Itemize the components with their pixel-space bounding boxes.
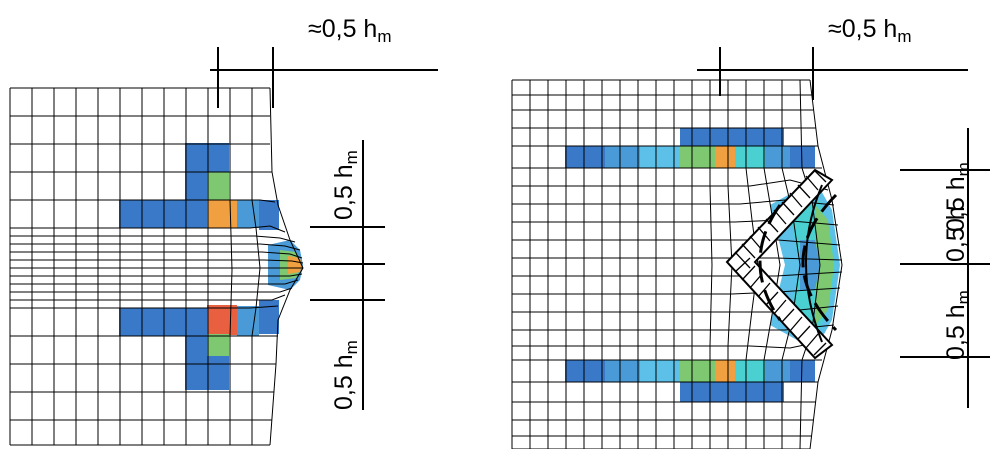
right-middle-label: 0,5 h	[942, 206, 970, 262]
left-grid-vertical	[9, 87, 304, 446]
right-side-dimension	[900, 128, 990, 408]
right-chevron-band	[725, 168, 838, 360]
right-lower-label: 0,5 hm	[942, 290, 973, 360]
left-bulge-stress-zone	[268, 240, 303, 290]
left-lower-label: 0,5 hm	[330, 340, 361, 410]
right-top-dimension	[697, 47, 968, 100]
left-mesh	[9, 87, 304, 446]
left-top-dimension	[210, 47, 438, 108]
left-upper-stress-zone	[119, 143, 279, 230]
right-lower-stress-zone	[565, 360, 815, 402]
right-upper-label: 0,5 hm	[942, 162, 973, 232]
left-upper-label: 0,5 hm	[330, 150, 361, 220]
left-lower-stress-zone	[119, 300, 279, 390]
right-top-label: ≈0,5 hm	[828, 15, 912, 46]
left-top-label: ≈0,5 hm	[308, 15, 392, 46]
left-side-dimension	[310, 140, 385, 410]
right-mesh	[511, 79, 843, 449]
